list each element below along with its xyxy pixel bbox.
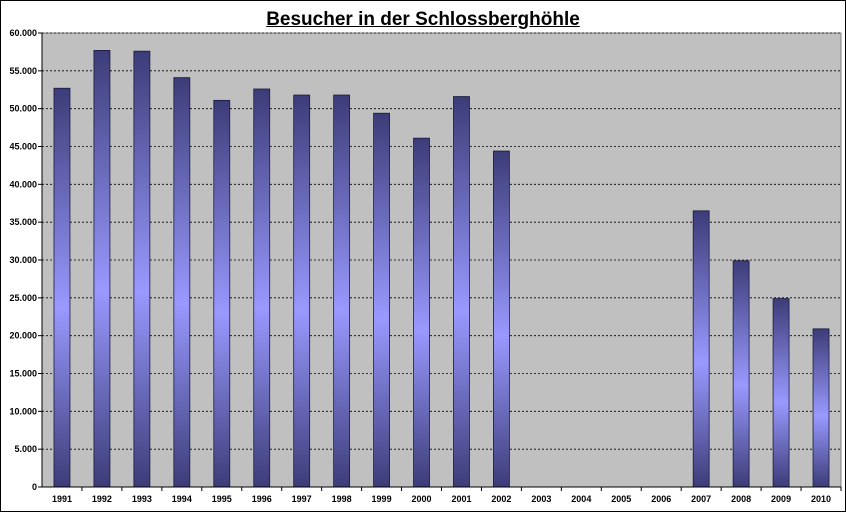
x-tick-label: 1991 <box>52 494 72 504</box>
plot-area <box>41 32 842 488</box>
x-tick-label: 2000 <box>412 494 432 504</box>
y-tick-label: 10.000 <box>9 406 37 416</box>
x-tick-label: 2006 <box>651 494 671 504</box>
y-tick-label: 35.000 <box>9 217 37 227</box>
bar-1995 <box>213 99 231 488</box>
bar-1992 <box>93 50 111 488</box>
bar-1991 <box>53 87 71 488</box>
y-tick-label: 60.000 <box>9 28 37 38</box>
x-tick-label: 1999 <box>372 494 392 504</box>
bar-1999 <box>373 112 390 488</box>
x-tick-label: 1992 <box>92 494 112 504</box>
y-tick-label: 50.000 <box>9 104 37 114</box>
y-tick-label: 45.000 <box>9 142 37 152</box>
bar-1996 <box>253 88 271 488</box>
x-tick-label: 2005 <box>611 494 631 504</box>
bar-1997 <box>293 94 311 488</box>
y-tick-label: 55.000 <box>9 66 37 76</box>
bar-2009 <box>772 298 790 488</box>
x-tick-label: 2001 <box>451 494 471 504</box>
x-tick-label: 1993 <box>132 494 152 504</box>
y-tick-label: 30.000 <box>9 255 37 265</box>
bar-2001 <box>453 96 470 488</box>
bar-2000 <box>413 137 430 488</box>
x-axis-ticks: 1991 1992 1993 1994 1995 1996 1997 1998 1999 2000… <box>52 487 842 504</box>
chart-title: Besucher in der Schlossberghöhle <box>266 9 580 30</box>
x-tick-label: 2007 <box>691 494 711 504</box>
x-tick-label: 1997 <box>292 494 312 504</box>
bar-1993 <box>133 50 151 488</box>
x-tick-label: 2009 <box>771 494 791 504</box>
x-tick-label: 2004 <box>571 494 591 504</box>
x-tick-label: 2010 <box>811 494 831 504</box>
y-tick-label: 15.000 <box>9 369 37 379</box>
y-axis-ticks: 0 5.000 10.000 15.000 20.000 25.000 30.000 35.0… <box>9 28 42 492</box>
bar-1994 <box>173 77 191 488</box>
y-tick-label: 5.000 <box>14 444 37 454</box>
x-tick-label: 1995 <box>212 494 232 504</box>
x-tick-label: 2003 <box>531 494 551 504</box>
y-tick-label: 40.000 <box>9 179 37 189</box>
y-tick-label: 25.000 <box>9 293 37 303</box>
y-tick-label: 0 <box>32 482 37 492</box>
x-tick-label: 2002 <box>491 494 511 504</box>
bar-2010 <box>812 328 830 488</box>
bar-2002 <box>493 150 510 488</box>
x-tick-label: 1994 <box>172 494 192 504</box>
bar-2007 <box>692 210 710 488</box>
x-tick-label: 1996 <box>252 494 272 504</box>
y-tick-label: 20.000 <box>9 331 37 341</box>
x-tick-label: 2008 <box>731 494 751 504</box>
x-tick-label: 1998 <box>332 494 352 504</box>
bar-2008 <box>732 260 750 488</box>
bar-1998 <box>333 94 351 488</box>
